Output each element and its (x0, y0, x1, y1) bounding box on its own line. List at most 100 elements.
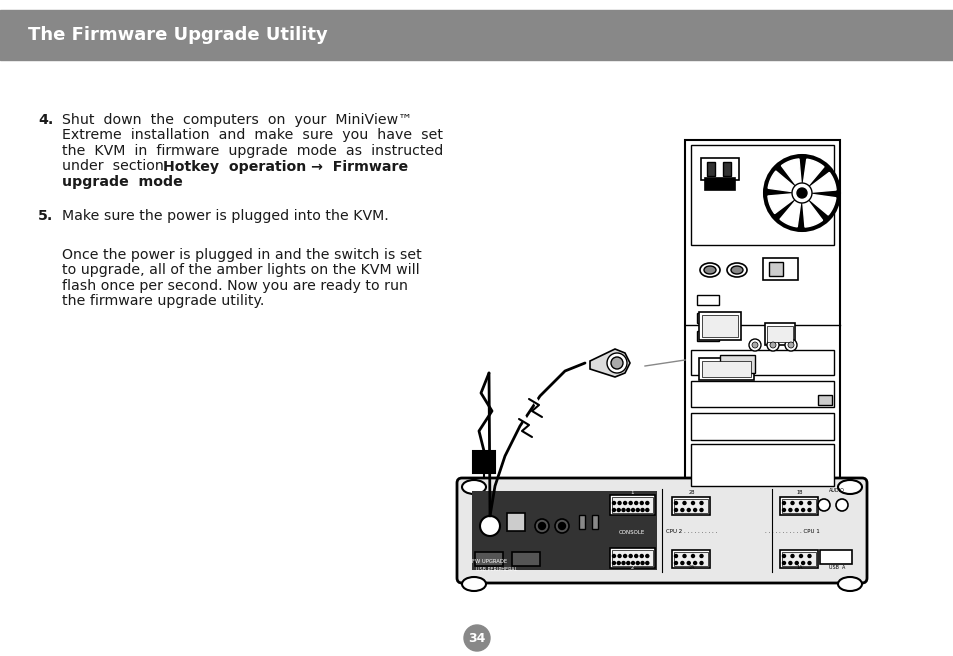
Circle shape (612, 501, 615, 504)
Ellipse shape (726, 263, 746, 277)
Bar (690, 444, 833, 486)
Text: upgrade  mode: upgrade mode (62, 175, 183, 189)
Bar (673, 552, 707, 566)
Text: the firmware upgrade utility.: the firmware upgrade utility. (62, 295, 264, 308)
Circle shape (640, 562, 643, 565)
Bar (673, 499, 707, 513)
Circle shape (795, 508, 798, 512)
Ellipse shape (703, 266, 716, 274)
Circle shape (686, 508, 690, 512)
Bar (697, 313, 719, 323)
Text: The Firmware Upgrade Utility: The Firmware Upgrade Utility (28, 26, 328, 44)
Bar (612, 497, 652, 513)
Bar (780, 497, 817, 515)
Bar (690, 413, 833, 440)
Circle shape (796, 188, 806, 198)
Circle shape (763, 155, 840, 231)
Polygon shape (767, 171, 801, 193)
Circle shape (626, 508, 629, 512)
Bar (609, 548, 655, 568)
Circle shape (618, 501, 620, 504)
Bar (609, 495, 655, 515)
Bar (817, 395, 831, 405)
Text: USB PERIPHERAL: USB PERIPHERAL (476, 567, 517, 572)
Circle shape (674, 562, 677, 565)
Text: 2B: 2B (688, 490, 695, 495)
Bar (0, 10, 953, 60)
Circle shape (645, 554, 648, 558)
Text: FW UPGRADE: FW UPGRADE (472, 559, 507, 564)
Text: . . . . . . . . . . . CPU 1: . . . . . . . . . . . CPU 1 (763, 529, 819, 534)
Text: the  KVM  in  firmware  upgrade  mode  as  instructed: the KVM in firmware upgrade mode as inst… (62, 144, 443, 158)
Circle shape (682, 554, 685, 558)
Circle shape (807, 562, 810, 565)
Circle shape (781, 508, 784, 512)
Text: 34: 34 (468, 632, 485, 644)
Circle shape (479, 516, 499, 536)
Circle shape (686, 562, 690, 565)
FancyBboxPatch shape (456, 478, 866, 583)
Circle shape (788, 508, 791, 512)
Circle shape (537, 522, 545, 529)
Polygon shape (767, 193, 801, 214)
Circle shape (535, 519, 548, 533)
Bar (512, 552, 539, 566)
Text: flash once per second. Now you are ready to run: flash once per second. Now you are ready… (62, 279, 408, 293)
Circle shape (634, 554, 637, 558)
Bar (578, 515, 584, 529)
Bar (697, 331, 719, 341)
Circle shape (674, 508, 677, 512)
Circle shape (645, 508, 648, 512)
Bar (762, 258, 797, 280)
Circle shape (618, 554, 620, 558)
Ellipse shape (461, 480, 485, 494)
Text: AUDIO: AUDIO (828, 488, 844, 493)
Text: under  section: under section (62, 159, 172, 173)
Bar (700, 158, 739, 180)
Circle shape (555, 519, 568, 533)
Bar (697, 295, 719, 305)
Circle shape (807, 554, 810, 558)
Bar (781, 499, 815, 513)
Text: 2A: 2A (688, 565, 695, 570)
Bar (780, 550, 817, 568)
Bar (706, 162, 714, 176)
Ellipse shape (837, 577, 862, 591)
Bar (820, 550, 851, 564)
Bar (671, 497, 709, 515)
Polygon shape (801, 193, 835, 215)
Circle shape (636, 508, 639, 512)
Polygon shape (801, 173, 835, 193)
Circle shape (626, 562, 629, 565)
Circle shape (674, 554, 677, 558)
Bar (768, 262, 782, 276)
Circle shape (781, 501, 784, 504)
Circle shape (612, 508, 615, 512)
Text: CONSOLE: CONSOLE (618, 530, 644, 535)
Text: 4.: 4. (38, 113, 53, 127)
Ellipse shape (461, 577, 485, 591)
Text: USB  A: USB A (828, 565, 844, 570)
Circle shape (621, 508, 624, 512)
Circle shape (631, 508, 634, 512)
Bar (690, 145, 833, 245)
Circle shape (748, 339, 760, 351)
Circle shape (787, 342, 793, 348)
Circle shape (788, 562, 791, 565)
Circle shape (784, 339, 796, 351)
Circle shape (799, 554, 801, 558)
Circle shape (674, 501, 677, 504)
Polygon shape (801, 159, 823, 193)
Text: 5.: 5. (38, 209, 53, 223)
Text: 2: 2 (630, 565, 633, 570)
Circle shape (558, 522, 565, 529)
Ellipse shape (700, 263, 720, 277)
Circle shape (628, 554, 632, 558)
Bar (699, 312, 740, 340)
Circle shape (628, 501, 632, 504)
Circle shape (817, 499, 829, 511)
Bar (473, 451, 495, 473)
Text: CPU 2 . . . . . . . . . .: CPU 2 . . . . . . . . . . (666, 529, 717, 534)
Circle shape (700, 501, 702, 504)
Bar (612, 550, 652, 566)
